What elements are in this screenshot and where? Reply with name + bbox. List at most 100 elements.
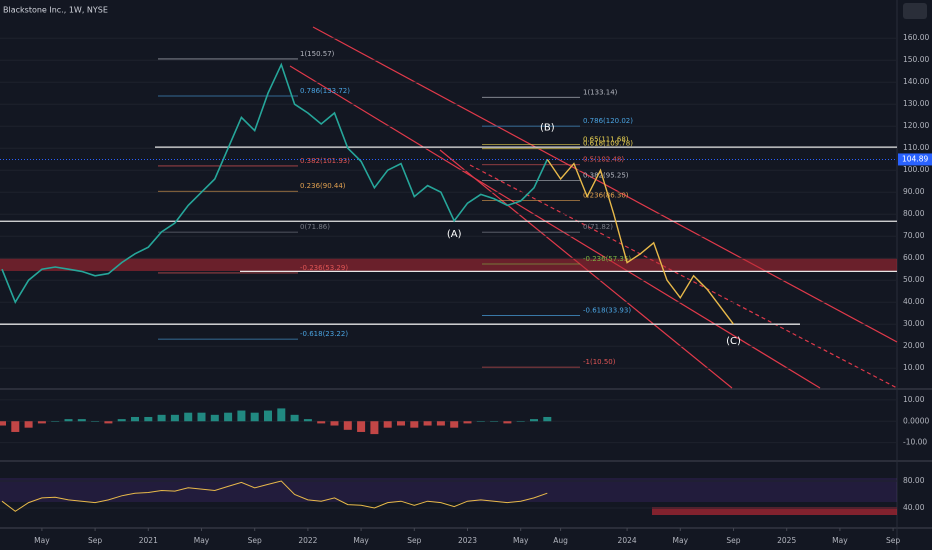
y-tick-label: -10.00 — [903, 438, 927, 447]
histogram-bar — [24, 421, 33, 428]
histogram-bar — [157, 414, 166, 422]
histogram-bar — [11, 421, 20, 432]
fib-label: -0.236(53.29) — [300, 264, 348, 272]
histogram-bar — [476, 421, 485, 422]
histogram-bar — [290, 414, 299, 422]
histogram-bar — [131, 416, 139, 422]
y-tick-label: 110.00 — [903, 143, 929, 152]
x-tick-label: May — [194, 536, 210, 545]
histogram-bar — [410, 421, 419, 428]
x-tick-label: Aug — [553, 536, 568, 545]
histogram-bar — [317, 421, 326, 424]
histogram-bar — [516, 421, 525, 422]
x-tick-label: May — [34, 536, 50, 545]
histogram-bar — [490, 421, 499, 422]
histogram-bar — [357, 421, 366, 432]
histogram-bar — [277, 408, 286, 422]
x-tick-label: May — [513, 536, 529, 545]
histogram-bar — [530, 419, 538, 422]
histogram-bar — [264, 410, 272, 422]
histogram-bar — [303, 419, 312, 422]
y-tick-label: 10.00 — [903, 363, 925, 372]
fib-label: 0(71.82) — [583, 223, 613, 231]
histogram-bar — [463, 421, 472, 424]
fib-label: 0.786(120.02) — [583, 117, 633, 125]
y-tick-label: 90.00 — [903, 187, 925, 196]
zone — [652, 507, 897, 515]
price-tag-label: 104.89 — [902, 154, 928, 163]
histogram-bar — [383, 421, 392, 428]
rsi-band — [0, 478, 897, 502]
x-tick-label: Sep — [886, 536, 900, 545]
histogram-bar — [144, 416, 153, 422]
fib-label: 0.786(133.72) — [300, 87, 350, 95]
y-tick-label: 20.00 — [903, 341, 925, 350]
x-tick-label: Sep — [248, 536, 262, 545]
y-tick-label: 160.00 — [903, 33, 929, 42]
y-tick-label: 40.00 — [903, 297, 925, 306]
histogram-bar — [370, 421, 379, 435]
x-tick-label: May — [673, 536, 689, 545]
y-tick-label: 30.00 — [903, 319, 925, 328]
histogram-bar — [330, 421, 339, 426]
x-tick-label: 2025 — [777, 536, 796, 545]
y-tick-label: 140.00 — [903, 77, 929, 86]
x-tick-label: 2023 — [458, 536, 477, 545]
histogram-bar — [37, 421, 46, 424]
histogram-bar — [250, 412, 259, 422]
fib-label: 0.65(111.68) — [583, 136, 629, 144]
y-tick-label: 0.0000 — [903, 416, 929, 425]
y-tick-label: 70.00 — [903, 231, 925, 240]
fib-label: 0.236(86.30) — [583, 191, 629, 199]
histogram-bar — [64, 419, 73, 422]
histogram-bar — [197, 412, 206, 422]
wave-label: (A) — [447, 229, 462, 240]
fib-label: -1(10.50) — [583, 358, 616, 366]
y-tick-label: 60.00 — [903, 253, 925, 262]
y-tick-label: 10.00 — [903, 395, 925, 404]
x-tick-label: Sep — [88, 536, 102, 545]
price-tag — [898, 153, 932, 166]
fib-label: 1(133.14) — [583, 88, 618, 96]
y-tick-label: 50.00 — [903, 275, 925, 284]
fib-label: -0.236(57.35) — [583, 255, 631, 263]
histogram-bar — [224, 412, 233, 422]
price-line — [1, 62, 549, 304]
fib-label: 0.382(95.25) — [583, 172, 629, 180]
wave-label: (B) — [540, 122, 555, 133]
fib-label: 0.382(101.93) — [300, 157, 350, 165]
x-tick-label: 2024 — [618, 536, 637, 545]
y-tick-label: 130.00 — [903, 99, 929, 108]
histogram-bar — [543, 416, 552, 422]
fib-label: 1(150.57) — [300, 50, 335, 58]
histogram-bar — [77, 419, 86, 422]
wave-label: (C) — [726, 336, 741, 347]
histogram-bar — [104, 421, 113, 424]
x-tick-label: May — [832, 536, 848, 545]
fib-label: -0.618(23.22) — [300, 330, 348, 338]
x-tick-label: Sep — [726, 536, 740, 545]
y-tick-label: 150.00 — [903, 55, 929, 64]
histogram-bar — [436, 421, 445, 426]
histogram-bar — [503, 421, 512, 424]
chart-title: Blackstone Inc., 1W, NYSE — [3, 6, 108, 15]
x-tick-label: 2022 — [298, 536, 317, 545]
y-tick-label: 40.00 — [903, 503, 925, 512]
y-tick-label: 100.00 — [903, 165, 929, 174]
histogram-bar — [117, 419, 126, 422]
histogram-bar — [210, 414, 219, 422]
histogram-bar — [51, 421, 60, 422]
histogram-bar — [450, 421, 459, 428]
histogram-bar — [184, 412, 193, 422]
histogram-bar — [0, 421, 6, 426]
fib-label: 0(71.86) — [300, 223, 330, 231]
y-tick-label: 80.00 — [903, 476, 925, 485]
zone — [0, 258, 897, 271]
fib-label: 0.236(90.44) — [300, 182, 346, 190]
menu-button[interactable] — [903, 3, 927, 19]
histogram-bar — [170, 414, 179, 422]
histogram-bar — [343, 421, 352, 430]
